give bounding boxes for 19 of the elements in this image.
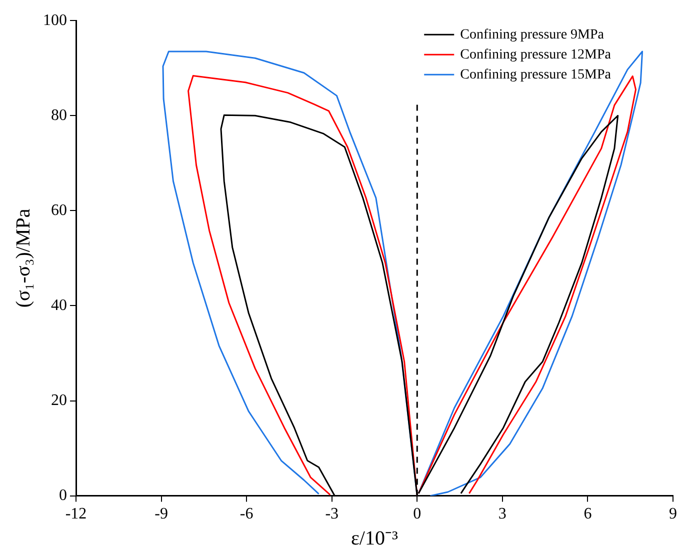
x-tick-label: 9 [669,506,677,523]
y-tick-label: 0 [59,487,67,504]
y-tick-label: 40 [51,296,67,314]
y-axis-title: (σ₁-σ₃)/MPa [12,208,34,308]
x-tick-label: 0 [413,506,422,523]
x-tick-label: -3 [325,506,339,523]
legend-label: Confining pressure 12MPa [460,47,612,62]
x-tick-label: -6 [240,506,254,523]
y-tick-label: 20 [51,392,67,409]
y-tick-label: 60 [51,202,67,219]
y-tick-label: 80 [51,106,67,124]
legend-label: Confining pressure 15MPa [460,67,612,82]
legend-label: Confining pressure 9MPa [460,27,605,42]
x-tick-label: -12 [65,506,87,523]
x-tick-label: 6 [584,506,592,523]
x-axis-title: ε/10⁻³ [351,527,398,550]
y-tick-label: 100 [43,12,67,29]
x-tick-label: -9 [154,506,168,523]
x-tick-label: 3 [498,506,506,523]
